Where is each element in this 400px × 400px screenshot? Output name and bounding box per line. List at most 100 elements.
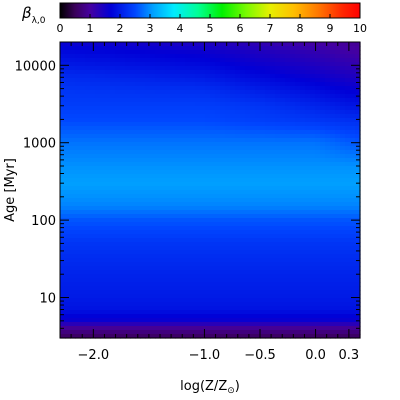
heatmap-cell (355, 226, 361, 231)
heatmap-cell (215, 74, 221, 79)
heatmap-cell (335, 206, 341, 211)
heatmap-cell (205, 74, 211, 79)
heatmap-cell (210, 150, 216, 155)
heatmap-cell (75, 282, 81, 287)
heatmap-cell (210, 146, 216, 151)
heatmap-cell (330, 310, 336, 315)
heatmap-cell (250, 330, 256, 335)
heatmap-cell (200, 138, 206, 143)
heatmap-cell (140, 270, 146, 275)
heatmap-cell (130, 334, 136, 339)
heatmap-cell (245, 246, 251, 251)
heatmap-cell (175, 202, 181, 207)
heatmap-cell (70, 290, 76, 295)
heatmap-cell (65, 142, 71, 147)
heatmap-cell (280, 106, 286, 111)
heatmap-cell (305, 306, 311, 311)
heatmap-cell (325, 302, 331, 307)
heatmap-cell (300, 246, 306, 251)
heatmap-cell (85, 314, 91, 319)
heatmap-cell (130, 182, 136, 187)
heatmap-cell (345, 118, 351, 123)
heatmap-cell (120, 326, 126, 331)
heatmap-cell (275, 258, 281, 263)
heatmap-cell (325, 282, 331, 287)
heatmap-cell (105, 266, 111, 271)
heatmap-cell (355, 294, 361, 299)
heatmap-cell (330, 74, 336, 79)
heatmap-cell (170, 298, 176, 303)
heatmap-cell (270, 50, 276, 55)
heatmap-cell (350, 122, 356, 127)
heatmap-cell (295, 310, 301, 315)
heatmap-cell (210, 238, 216, 243)
heatmap-cell (170, 290, 176, 295)
heatmap-cell (130, 98, 136, 103)
heatmap-cell (260, 330, 266, 335)
heatmap-cell (155, 138, 161, 143)
heatmap-cell (305, 190, 311, 195)
heatmap-cell (80, 182, 86, 187)
heatmap-cell (340, 262, 346, 267)
heatmap-cell (100, 162, 106, 167)
heatmap-cell (350, 146, 356, 151)
heatmap-cell (235, 322, 241, 327)
heatmap-cell (225, 106, 231, 111)
heatmap-cell (100, 114, 106, 119)
heatmap-cell (155, 54, 161, 59)
heatmap-cell (80, 114, 86, 119)
heatmap-cell (315, 330, 321, 335)
heatmap-cell (325, 70, 331, 75)
heatmap-cell (210, 246, 216, 251)
heatmap-cell (75, 74, 81, 79)
heatmap-cell (235, 282, 241, 287)
heatmap-cell (250, 154, 256, 159)
heatmap-cell (320, 198, 326, 203)
heatmap-cell (165, 130, 171, 135)
heatmap-cell (350, 130, 356, 135)
heatmap-cell (305, 334, 311, 339)
heatmap-cell (200, 142, 206, 147)
heatmap-cell (325, 50, 331, 55)
heatmap-cell (95, 210, 101, 215)
heatmap-cell (200, 330, 206, 335)
heatmap-cell (105, 294, 111, 299)
heatmap-cell (205, 206, 211, 211)
heatmap-cell (70, 154, 76, 159)
heatmap-cell (250, 74, 256, 79)
heatmap-cell (70, 206, 76, 211)
heatmap-cell (280, 198, 286, 203)
heatmap-cell (110, 50, 116, 55)
heatmap-cell (265, 58, 271, 63)
heatmap-cell (180, 202, 186, 207)
heatmap-cell (280, 274, 286, 279)
heatmap-cell (180, 122, 186, 127)
heatmap-cell (195, 70, 201, 75)
heatmap-cell (310, 54, 316, 59)
heatmap-cell (300, 306, 306, 311)
heatmap-cell (115, 302, 121, 307)
heatmap-cell (140, 138, 146, 143)
heatmap-cell (140, 286, 146, 291)
heatmap-cell (100, 190, 106, 195)
heatmap-cell (215, 266, 221, 271)
y-tick-label: 10000 (15, 59, 56, 74)
heatmap-cell (285, 90, 291, 95)
heatmap-cell (295, 194, 301, 199)
heatmap-cell (80, 74, 86, 79)
heatmap-cell (90, 54, 96, 59)
heatmap-cell (325, 126, 331, 131)
heatmap-cell (200, 166, 206, 171)
heatmap-cell (160, 250, 166, 255)
heatmap-cell (250, 94, 256, 99)
heatmap-cell (85, 278, 91, 283)
heatmap-cell (105, 94, 111, 99)
heatmap-cell (100, 290, 106, 295)
heatmap-cell (175, 210, 181, 215)
heatmap-cell (110, 214, 116, 219)
heatmap-cell (180, 234, 186, 239)
heatmap-cell (230, 298, 236, 303)
heatmap-cell (295, 290, 301, 295)
heatmap-cell (130, 246, 136, 251)
heatmap-cell (200, 286, 206, 291)
